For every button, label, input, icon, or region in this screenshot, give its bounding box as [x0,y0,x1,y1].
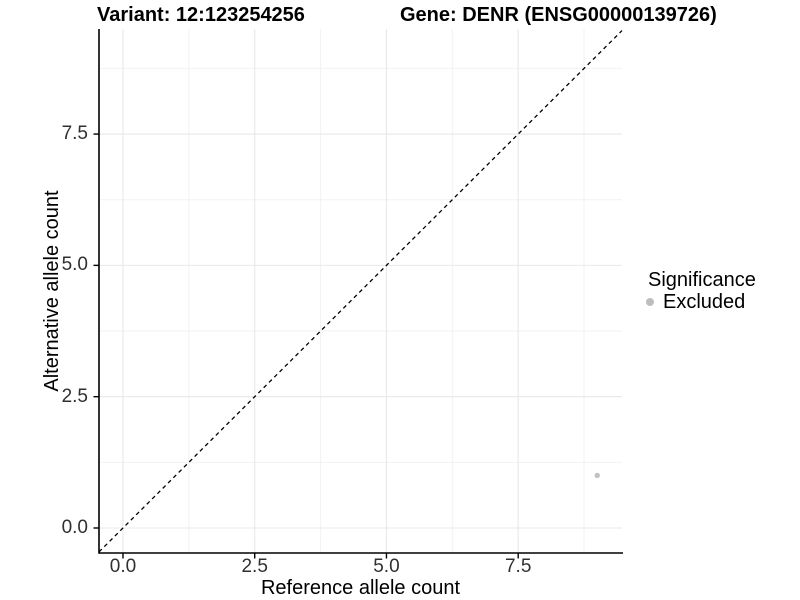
legend-point-icon [646,298,654,306]
legend-entry: Excluded [641,291,756,313]
legend-entry-label: Excluded [663,290,746,313]
plot-title-gene: Gene: DENR (ENSG00000139726) [400,4,717,26]
y-tick-label: 7.5 [61,123,88,145]
plot-area [93,29,623,559]
x-tick-label: 5.0 [373,556,400,577]
plot-title-variant: Variant: 12:123254256 [97,4,305,26]
y-tick-label: 5.0 [61,254,88,276]
y-axis-title: Alternative allele count [41,190,63,392]
x-tick-label: 7.5 [504,556,532,577]
legend-title: Significance [648,269,756,291]
legend: Significance Excluded [641,269,756,313]
x-tick-label: 2.5 [241,556,268,577]
legend-key [641,293,659,311]
y-tick-label: 2.5 [61,385,88,407]
x-tick-label: 0.0 [109,556,137,577]
data-point [594,472,600,479]
x-axis-title: Reference allele count [260,577,460,599]
legend-entries: Excluded [641,291,756,313]
y-tick-label: 0.0 [61,516,88,538]
identity-reference-line [98,30,623,553]
